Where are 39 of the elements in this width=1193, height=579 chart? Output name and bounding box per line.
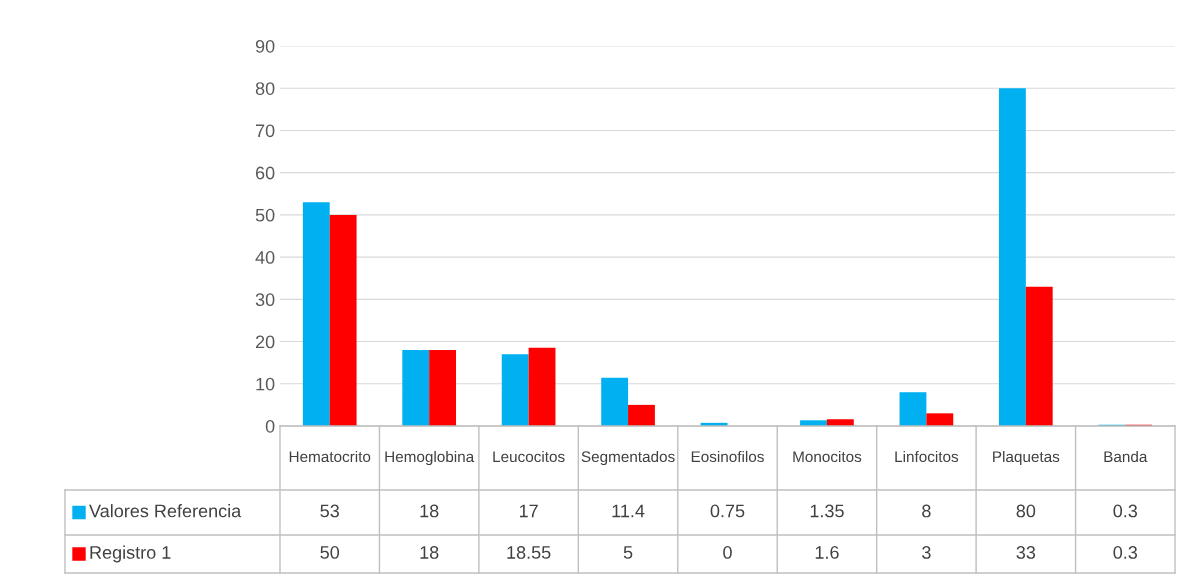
x-tick-label: Eosinofilos [691,450,764,463]
y-tick-label: 0 [265,419,275,433]
data-label: 1.35 [810,504,844,518]
y-tick-label: 20 [255,335,275,349]
data-label: 18.55 [507,546,551,559]
y-tick-label: 90 [255,39,275,53]
data-label: 53 [320,504,339,518]
data-label: 18 [420,546,439,559]
legend-label: Registro 1 [90,545,171,563]
y-tick-label: 70 [255,124,275,138]
y-tick-label: 50 [255,208,275,222]
data-label: 11.4 [612,504,645,518]
y-tick-label: 40 [255,251,275,264]
x-tick-label: Leucocitos [493,450,565,463]
data-label: 0.75 [710,504,745,518]
data-label: 0 [723,546,732,559]
data-label: 18 [420,504,439,518]
data-label: 5 [623,546,633,559]
y-tick-label: 30 [255,293,275,307]
x-tick-label: Monocitos [793,450,862,463]
data-label: 1.6 [815,546,839,559]
data-label: 0.3 [1113,546,1138,559]
data-label: 3 [922,546,931,559]
y-tick-label: 10 [256,377,275,391]
x-tick-label: Plaquetas [993,450,1060,466]
x-tick-label: Linfocitos [895,450,959,463]
data-label: 33 [1016,546,1036,559]
data-label: 17 [519,504,538,518]
data-label: 0.3 [1113,504,1138,518]
y-tick-label: 60 [255,166,275,180]
data-label: 50 [320,546,340,559]
x-tick-label: Hemoglobina [385,450,475,466]
legend-label: Valores Referencia [89,504,242,518]
x-tick-label: Segmentados [581,450,675,466]
y-tick-label: 80 [255,82,275,95]
x-tick-label: Hematocrito [289,450,371,463]
x-tick-label: Banda [1104,450,1148,463]
data-label: 80 [1016,504,1036,518]
data-label: 8 [922,504,931,518]
